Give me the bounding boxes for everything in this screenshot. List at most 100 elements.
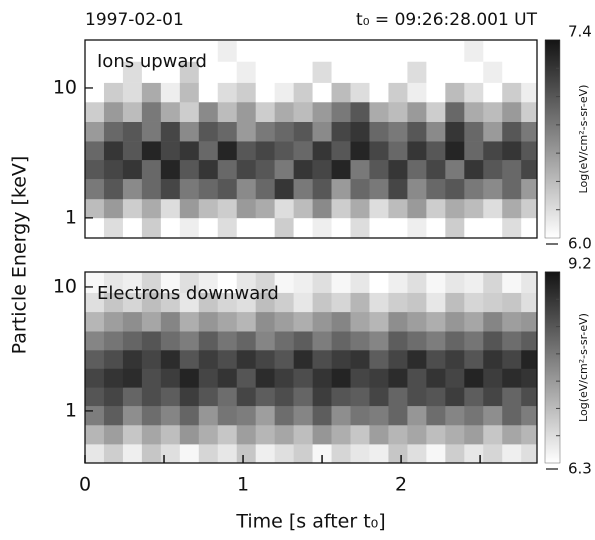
cell [312,349,332,369]
y-tick-label: 1 [65,206,77,228]
cell [521,405,537,426]
cell [350,424,370,445]
cell [350,217,370,238]
cell [179,331,200,351]
cell [312,178,332,200]
cell [464,405,484,426]
cell [141,141,162,161]
cell [293,331,313,351]
cell [217,141,238,161]
cell [388,272,408,293]
cell [217,444,238,463]
cell [483,141,503,161]
cell [407,82,427,103]
cell [445,311,465,332]
time-reference: t₀ = 09:26:28.001 UT [356,10,538,30]
cell [483,405,503,426]
cell [122,331,143,351]
cell [198,272,219,293]
cell [198,331,219,351]
cell [198,121,219,142]
cell [103,61,124,83]
cell [85,405,105,426]
cell [350,349,370,369]
cell [255,40,275,62]
cell [274,178,294,200]
cell [198,311,219,332]
cell [464,121,484,142]
cell [293,292,313,313]
cell [274,349,294,369]
cell [85,178,105,200]
cell [445,40,465,62]
cell [426,272,446,293]
cell [464,272,484,293]
cell [122,444,143,463]
cell [255,198,275,219]
cell [103,311,124,332]
cell [483,61,503,83]
cell [85,272,105,293]
cell [179,101,200,122]
cell [521,178,537,200]
cell [217,61,238,83]
cell [388,61,408,83]
cell [293,178,313,200]
cell [445,405,465,426]
x-tick-label: 2 [395,474,407,496]
cell [350,331,370,351]
cell [464,444,484,463]
cell [521,387,537,407]
cell [502,368,522,388]
cell [350,101,370,122]
cell [445,331,465,351]
cell [274,387,294,407]
cell [217,82,238,103]
cell [141,198,162,219]
cell [502,387,522,407]
cell [407,178,427,200]
cell [502,349,522,369]
cell [255,159,275,180]
cell [483,198,503,219]
cell [236,444,256,463]
cell [274,198,294,219]
cell [521,424,537,445]
cell [160,405,181,426]
cell [331,311,351,332]
cell [103,368,124,388]
cell [369,444,389,463]
cell [236,178,256,200]
cell [160,141,181,161]
cell [331,61,351,83]
cell [122,40,143,62]
cell [312,405,332,426]
cell [388,217,408,238]
cell [331,292,351,313]
cell [331,82,351,103]
cell [160,424,181,445]
cell [388,311,408,332]
cell [502,311,522,332]
cell [141,444,162,463]
cell [502,121,522,142]
cell [179,178,200,200]
cell [312,331,332,351]
cell [521,444,537,463]
cell [521,40,537,62]
cell [217,368,238,388]
cell [426,311,446,332]
cell [521,101,537,122]
cell [85,159,105,180]
cell [122,217,143,238]
cell [369,101,389,122]
cell [521,141,537,161]
cell [236,311,256,332]
cell [255,444,275,463]
cell [369,349,389,369]
cell [426,82,446,103]
cell [426,141,446,161]
cell [407,121,427,142]
cell [103,82,124,103]
panel-label: Ions upward [97,51,207,72]
